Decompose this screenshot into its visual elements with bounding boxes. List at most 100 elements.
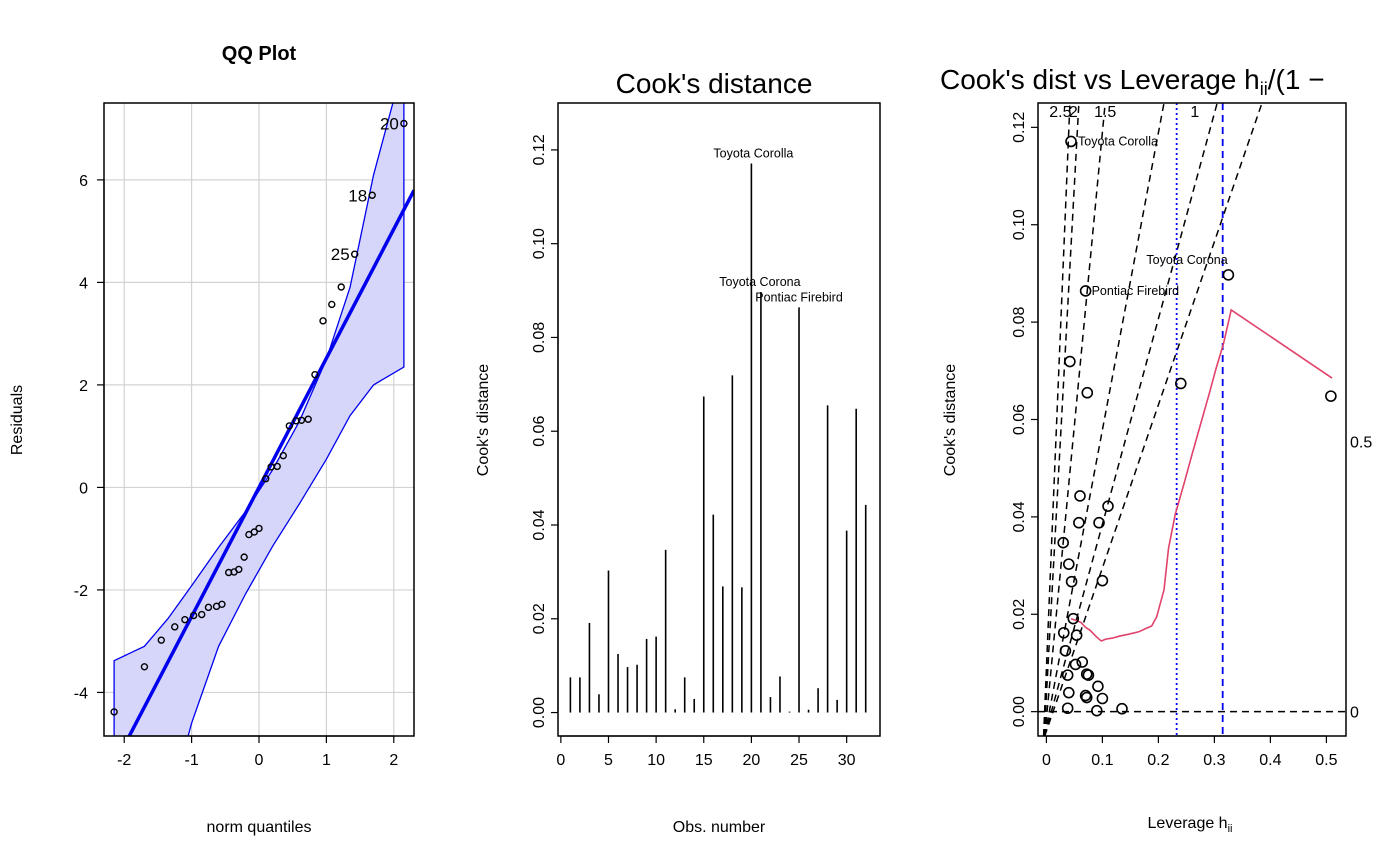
leverage-point [1096,574,1109,587]
cooks-contour-line [1043,103,1106,736]
leverage-contour-labels: 2.52 1.5 1 [1049,104,1199,121]
qq-point [198,610,206,619]
leverage-point [1096,692,1109,705]
qq-point [350,250,359,258]
x-tick-label: 1 [322,752,331,769]
x-tick-label: 0.2 [1147,752,1169,769]
qq-point-labels: 20 18 25 [331,115,399,265]
qq-point [328,300,336,309]
qq-point [171,623,179,631]
leverage-point-label: Toyota Corona [1146,253,1227,267]
x-tick-label: 25 [790,752,808,769]
contour-right-label: 0 [1350,705,1359,722]
qq-point [189,611,198,620]
leverage-point [1061,669,1074,681]
y-tick-label: 0.10 [531,228,548,259]
y-tick-label: 2 [79,378,88,395]
y-tick-label: 0.04 [1011,501,1028,532]
y-tick-label: -4 [74,685,88,702]
contour-label: 2 [1069,104,1078,121]
y-tick-label: 0.06 [531,416,548,447]
qq-point [304,415,312,423]
qq-point [140,663,149,671]
qq-point-label: 18 [348,186,367,205]
x-tick-label: 0.5 [1315,752,1337,769]
leverage-point [1070,629,1083,642]
leverage-point [1061,702,1074,715]
cooks-contour-line [1043,103,1080,736]
x-tick-label: 15 [695,752,713,769]
y-tick-label: 0.08 [1011,306,1028,337]
qq-point [250,528,258,536]
y-tick-label: 0.02 [531,603,548,634]
x-tick-label: 0 [255,752,264,769]
contour-right-label: 0.5 [1350,434,1372,451]
cooks-vs-leverage-panel: Toyota Corolla Toyota Corona Pontiac Fireb… [940,64,1372,835]
qq-point [204,603,213,612]
y-tick-label: 0.04 [531,509,548,540]
leverage-reference-lines [1038,103,1346,736]
cooks-distance-x-axis-label: Obs. number [673,819,766,836]
qq-plot-title: QQ Plot [222,43,297,65]
x-tick-label: 0.1 [1091,752,1113,769]
x-tick-label: 2 [389,752,398,769]
leverage-point [1076,656,1089,668]
leverage-point [1091,704,1103,717]
qq-point [218,600,226,608]
leverage-y-axis-label: Cook's distance [942,364,959,477]
qq-point [279,451,287,460]
leverage-point [1074,490,1086,502]
qq-y-axis-label: Residuals [9,385,26,455]
qq-x-axis-label: norm quantiles [207,819,312,836]
x-tick-label: 10 [647,752,665,769]
cooks-distance-label: Toyota Corolla [713,146,793,160]
leverage-point-label: Toyota Corolla [1078,134,1158,148]
y-tick-label: 0.12 [1011,112,1028,143]
y-tick-label: 0.08 [531,322,548,353]
cooks-contour-line [1043,103,1218,736]
qq-point [157,636,165,644]
x-tick-label: 0 [556,752,565,769]
x-tick-label: -2 [117,752,131,769]
cooks-contour-line [1042,103,1071,736]
leverage-point [1073,516,1085,529]
y-tick-label: 6 [79,173,88,190]
y-tick-label: 0.00 [1011,696,1028,727]
qq-point [297,416,306,424]
cooks-distance-label: Toyota Corona [719,275,800,289]
qq-plot-panel: 20 18 25 -2 -1 0 1 2 -4 -2 0 2 4 6 QQ Plot norm quan… [9,43,415,836]
leverage-point [1222,269,1235,281]
leverage-point [1079,689,1092,702]
leverage-point [1059,644,1072,657]
leverage-point [1092,680,1104,693]
leverage-point [1057,626,1070,639]
qq-point [337,283,345,291]
y-tick-label: 0.02 [1011,599,1028,630]
leverage-point [1065,135,1077,148]
cooks-distance-y-axis-label: Cook's distance [475,364,492,477]
leverage-point [1064,355,1076,368]
x-tick-label: 0.3 [1203,752,1225,769]
y-tick-label: -2 [74,583,88,600]
leverage-point [1081,386,1094,399]
cooks-distance-label: Pontiac Firebird [755,290,843,304]
y-tick-label: 0.00 [531,697,548,728]
leverage-point-labels: Toyota Corolla Toyota Corona Pontiac Fireb… [1078,134,1228,297]
qq-confidence-envelope [113,103,405,736]
cooks-distance-title: Cook's distance [616,68,813,99]
qq-point [400,119,408,128]
leverage-point [1065,575,1078,588]
qq-axis-ticks: -2 -1 0 1 2 -4 -2 0 2 4 6 [74,173,399,769]
x-tick-label: 0.4 [1259,752,1281,769]
leverage-point [1102,500,1114,512]
leverage-point [1116,702,1128,715]
leverage-point-label: Pontiac Firebird [1092,284,1180,298]
leverage-smoother-line [1070,308,1333,642]
qq-point [319,317,327,325]
leverage-point [1175,377,1187,390]
qq-point [255,524,263,533]
y-tick-label: 0.06 [1011,404,1028,435]
qq-point [262,474,270,483]
